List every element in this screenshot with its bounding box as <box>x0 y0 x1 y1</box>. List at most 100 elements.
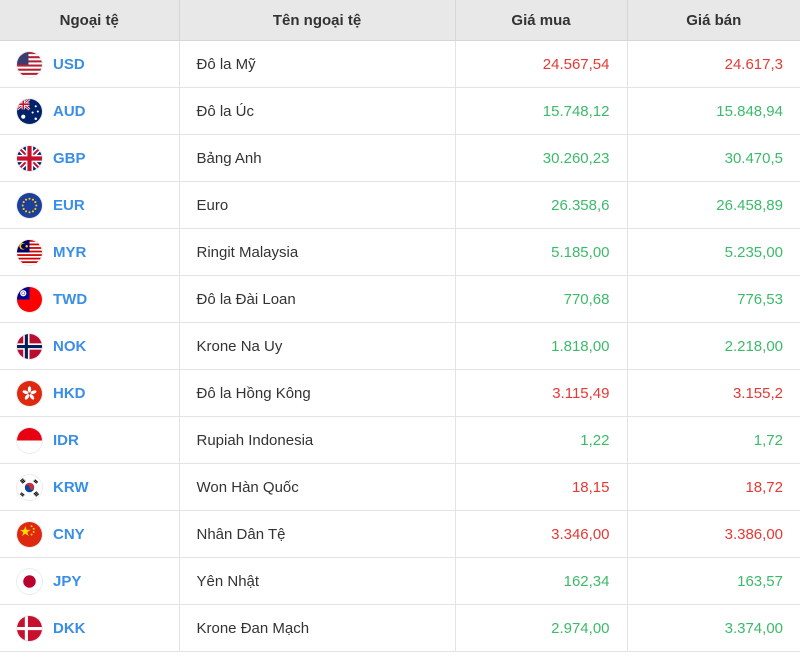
sell-price: 3.155,2 <box>627 369 800 417</box>
table-row: EUR Euro 26.358,6 26.458,89 <box>0 181 800 229</box>
sell-price: 3.374,00 <box>627 604 800 652</box>
table-row: DKK Krone Đan Mạch 2.974,00 3.374,00 <box>0 604 800 652</box>
currency-code-cell: TWD <box>0 275 180 323</box>
currency-code-link[interactable]: DKK <box>53 619 86 637</box>
currency-code-link[interactable]: IDR <box>53 431 79 449</box>
currency-code-cell: EUR <box>0 181 180 229</box>
currency-code-wrap: DKK <box>17 615 179 641</box>
table-row: CNY Nhân Dân Tệ 3.346,00 3.386,00 <box>0 510 800 558</box>
id-flag-icon <box>17 427 42 453</box>
table-row: GBP Bảng Anh 30.260,23 30.470,5 <box>0 134 800 182</box>
currency-code-wrap: MYR <box>17 239 179 265</box>
currency-code-cell: CNY <box>0 510 180 558</box>
currency-name: Krone Đan Mạch <box>179 604 456 652</box>
eu-flag-icon <box>17 192 42 218</box>
currency-name: Yên Nhật <box>179 557 456 605</box>
sell-price: 5.235,00 <box>627 228 800 276</box>
header-row: Ngoại tệ Tên ngoại tệ Giá mua Giá bán <box>0 0 800 41</box>
currency-code-cell: GBP <box>0 134 180 182</box>
sell-price: 30.470,5 <box>627 134 800 182</box>
currency-code-cell: NOK <box>0 322 180 370</box>
currency-code-cell: AUD <box>0 87 180 135</box>
currency-code-link[interactable]: NOK <box>53 337 87 355</box>
table-row: KRW Won Hàn Quốc 18,15 18,72 <box>0 463 800 511</box>
currency-name: Bảng Anh <box>179 134 456 182</box>
buy-price: 30.260,23 <box>455 134 628 182</box>
currency-code-link[interactable]: TWD <box>53 290 88 308</box>
currency-code-link[interactable]: MYR <box>53 243 87 261</box>
cn-flag-icon <box>17 521 42 547</box>
currency-code-wrap: IDR <box>17 427 179 453</box>
jp-flag-icon <box>17 568 42 594</box>
currency-code-link[interactable]: KRW <box>53 478 89 496</box>
buy-price: 770,68 <box>455 275 628 323</box>
sell-price: 24.617,3 <box>627 40 800 88</box>
currency-name: Rupiah Indonesia <box>179 416 456 464</box>
dk-flag-icon <box>17 615 42 641</box>
currency-code-cell: MYR <box>0 228 180 276</box>
table-row: HKD Đô la Hồng Kông 3.115,49 3.155,2 <box>0 369 800 417</box>
currency-code-link[interactable]: CNY <box>53 525 85 543</box>
sell-price: 776,53 <box>627 275 800 323</box>
currency-code-wrap: NOK <box>17 333 179 359</box>
currency-code-cell: USD <box>0 40 180 88</box>
currency-code-link[interactable]: GBP <box>53 149 86 167</box>
currency-code-cell: IDR <box>0 416 180 464</box>
buy-price: 24.567,54 <box>455 40 628 88</box>
buy-price: 3.115,49 <box>455 369 628 417</box>
gb-flag-icon <box>17 145 42 171</box>
currency-code-wrap: AUD <box>17 98 179 124</box>
currency-name: Đô la Hồng Kông <box>179 369 456 417</box>
buy-price: 162,34 <box>455 557 628 605</box>
header-currency-name: Tên ngoại tệ <box>179 0 456 41</box>
currency-code-link[interactable]: AUD <box>53 102 86 120</box>
sell-price: 2.218,00 <box>627 322 800 370</box>
currency-name: Đô la Mỹ <box>179 40 456 88</box>
currency-code-link[interactable]: EUR <box>53 196 85 214</box>
currency-name: Đô la Đài Loan <box>179 275 456 323</box>
currency-code-wrap: TWD <box>17 286 179 312</box>
sell-price: 18,72 <box>627 463 800 511</box>
us-flag-icon <box>17 51 42 77</box>
buy-price: 3.346,00 <box>455 510 628 558</box>
buy-price: 18,15 <box>455 463 628 511</box>
hk-flag-icon <box>17 380 42 406</box>
buy-price: 15.748,12 <box>455 87 628 135</box>
buy-price: 2.974,00 <box>455 604 628 652</box>
currency-code-cell: KRW <box>0 463 180 511</box>
table-row: USD Đô la Mỹ 24.567,54 24.617,3 <box>0 40 800 88</box>
currency-code-link[interactable]: HKD <box>53 384 86 402</box>
currency-code-wrap: KRW <box>17 474 179 500</box>
currency-name: Đô la Úc <box>179 87 456 135</box>
currency-code-wrap: JPY <box>17 568 179 594</box>
currency-name: Euro <box>179 181 456 229</box>
currency-code-wrap: EUR <box>17 192 179 218</box>
currency-code-wrap: GBP <box>17 145 179 171</box>
table-row: TWD Đô la Đài Loan 770,68 776,53 <box>0 275 800 323</box>
no-flag-icon <box>17 333 42 359</box>
sell-price: 1,72 <box>627 416 800 464</box>
table-row: AUD Đô la Úc 15.748,12 15.848,94 <box>0 87 800 135</box>
sell-price: 3.386,00 <box>627 510 800 558</box>
header-buy-price: Giá mua <box>455 0 628 41</box>
table-body: USD Đô la Mỹ 24.567,54 24.617,3 AUD Đô la Úc 1… <box>0 40 800 652</box>
sell-price: 163,57 <box>627 557 800 605</box>
currency-code-wrap: USD <box>17 51 179 77</box>
buy-price: 26.358,6 <box>455 181 628 229</box>
currency-code-cell: JPY <box>0 557 180 605</box>
currency-code-link[interactable]: USD <box>53 55 85 73</box>
table-row: NOK Krone Na Uy 1.818,00 2.218,00 <box>0 322 800 370</box>
currency-name: Krone Na Uy <box>179 322 456 370</box>
currency-code-link[interactable]: JPY <box>53 572 82 590</box>
buy-price: 1,22 <box>455 416 628 464</box>
tw-flag-icon <box>17 286 42 312</box>
table-header: Ngoại tệ Tên ngoại tệ Giá mua Giá bán <box>0 0 800 41</box>
kr-flag-icon <box>17 474 42 500</box>
currency-code-cell: DKK <box>0 604 180 652</box>
table-row: MYR Ringit Malaysia 5.185,00 5.235,00 <box>0 228 800 276</box>
header-currency-code: Ngoại tệ <box>0 0 180 41</box>
buy-price: 5.185,00 <box>455 228 628 276</box>
my-flag-icon <box>17 239 42 265</box>
table-row: IDR Rupiah Indonesia 1,22 1,72 <box>0 416 800 464</box>
